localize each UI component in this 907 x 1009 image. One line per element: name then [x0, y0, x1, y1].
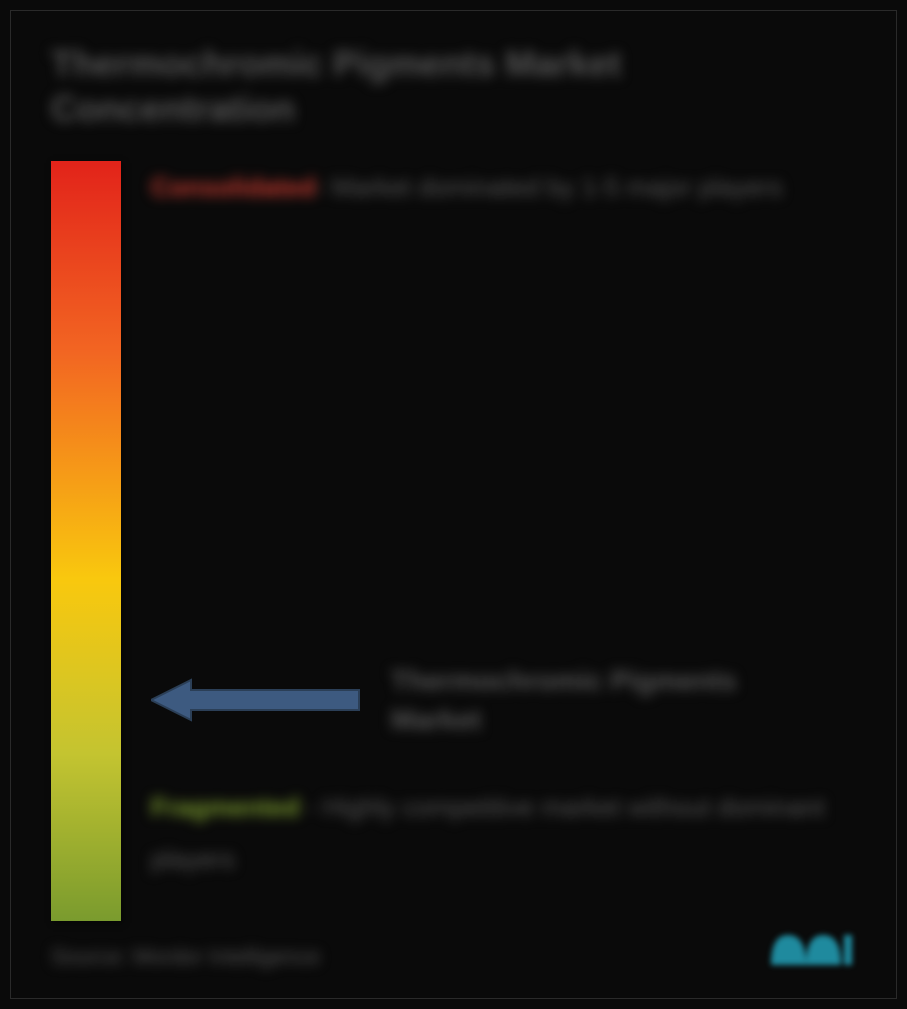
body-row: Consolidated- Market dominated by 1-5 ma…	[51, 161, 856, 921]
arrow-left-icon	[151, 678, 361, 722]
concentration-gradient-bar	[51, 161, 121, 921]
source-text: Source: Mordor Intelligence	[51, 944, 320, 970]
fragmented-label: Fragmented	[151, 792, 300, 822]
footer: Source: Mordor Intelligence	[51, 930, 856, 970]
right-column: Consolidated- Market dominated by 1-5 ma…	[151, 161, 856, 921]
brand-logo-icon	[766, 930, 856, 970]
consolidated-desc: - Market dominated by 1-5 major players	[316, 172, 783, 202]
page-title: Thermochromic Pigments Market Concentrat…	[51, 41, 751, 131]
infographic-container: Thermochromic Pigments Market Concentrat…	[10, 10, 897, 999]
market-label: Thermochromic Pigments Market	[391, 661, 811, 739]
arrow-row: Thermochromic Pigments Market	[151, 661, 856, 739]
consolidated-text: Consolidated- Market dominated by 1-5 ma…	[151, 161, 856, 213]
fragmented-text: Fragmented - Highly competitive market w…	[151, 781, 856, 885]
arrow-shape	[151, 680, 359, 720]
consolidated-label: Consolidated	[151, 172, 316, 202]
